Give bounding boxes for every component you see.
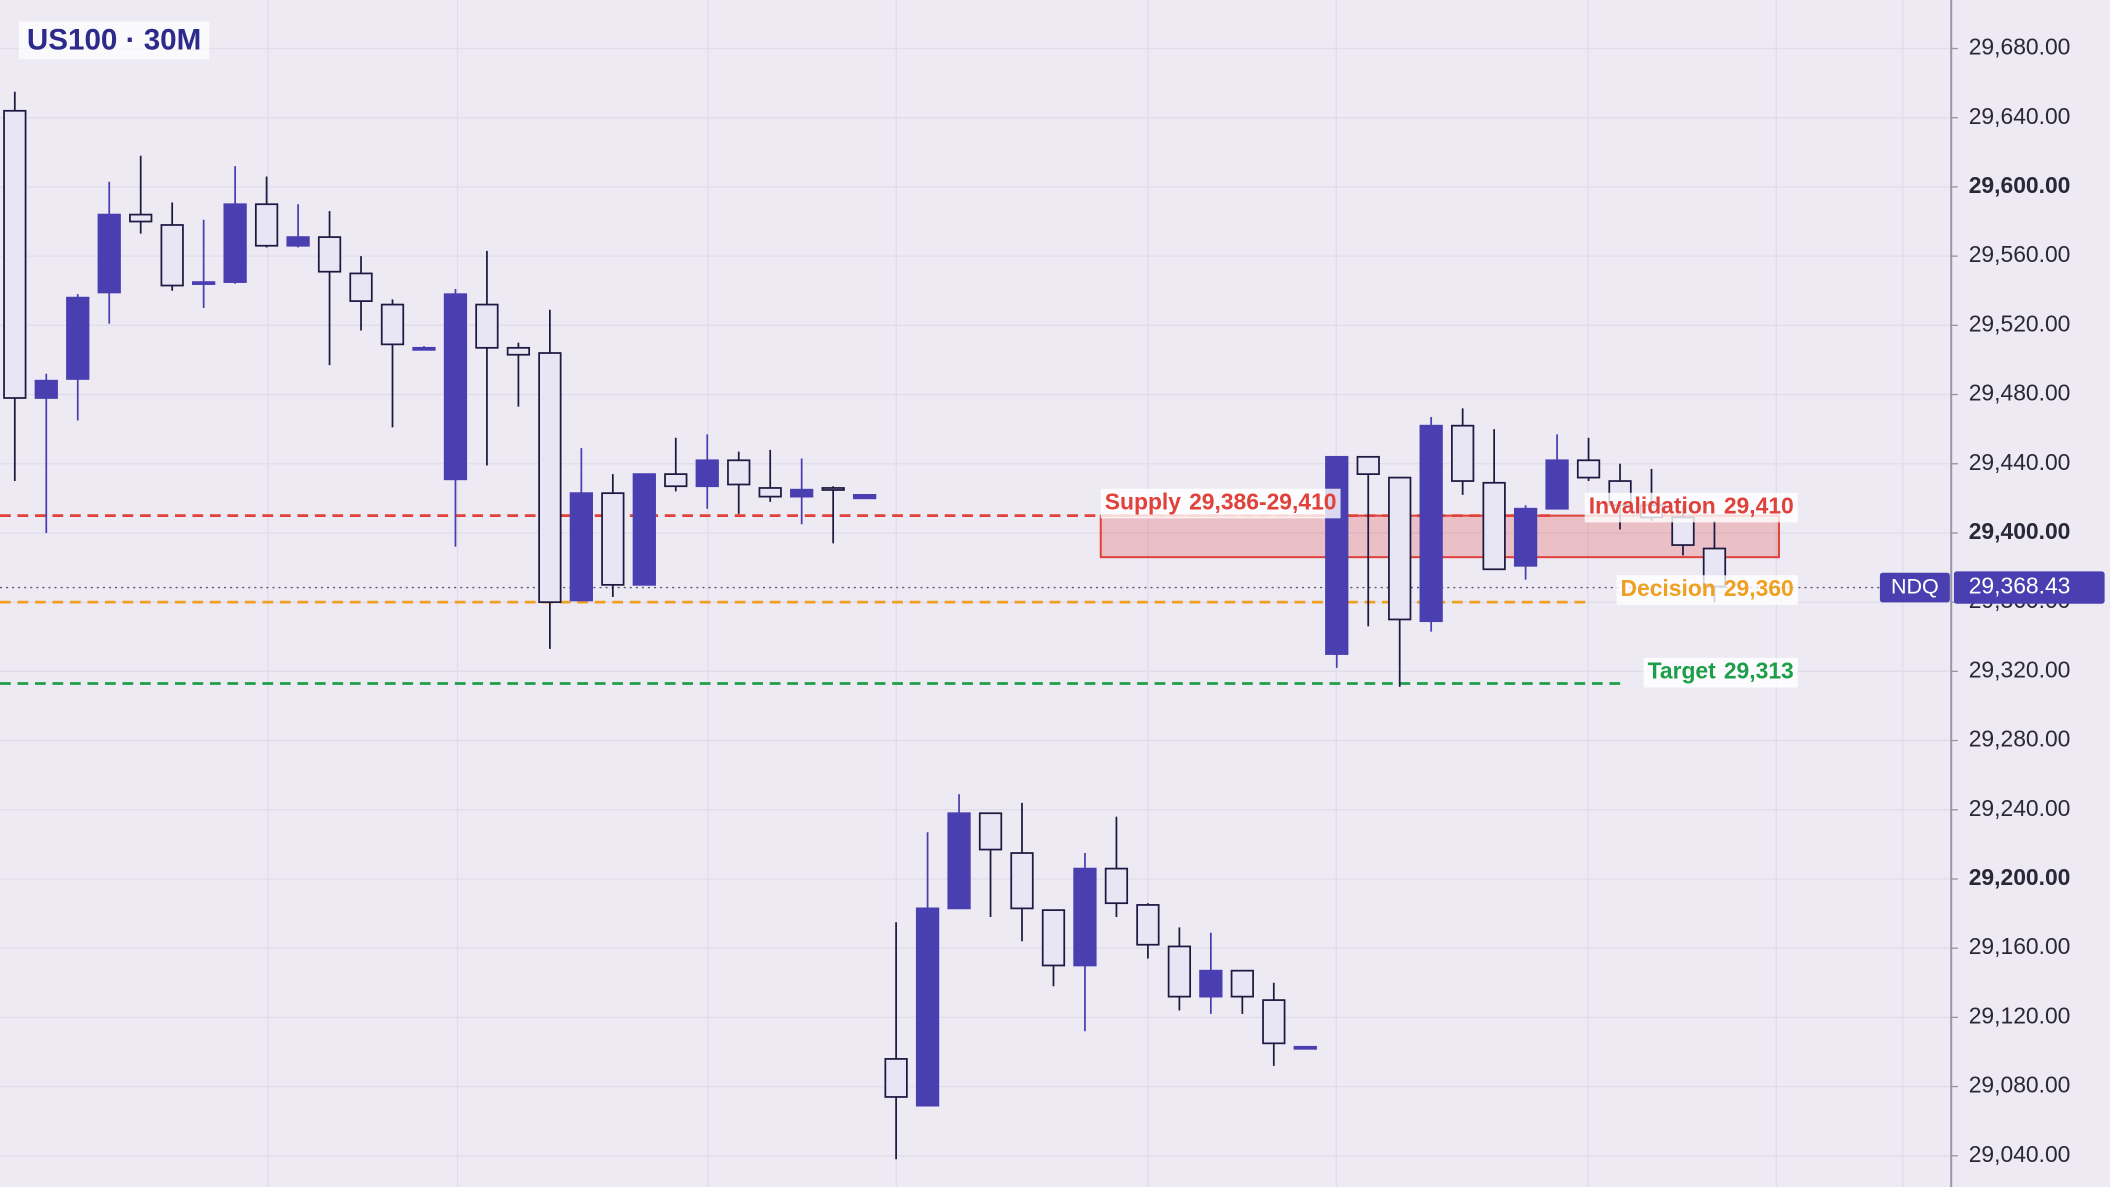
y-tick-label: 29,080.00: [1969, 1072, 2071, 1098]
chart-title: US100 · 30M: [27, 24, 201, 57]
label-background: [1643, 657, 1798, 688]
last-price-tag: NDQ 29,368.43: [1879, 571, 2105, 604]
candle-body: [97, 213, 121, 294]
price-axis: 29,040.00 29,080.00 29,120.00 29,160.00 29,2…: [1879, 34, 2105, 1167]
candle-body: [1262, 999, 1286, 1045]
candle-body: [1230, 969, 1254, 998]
y-tick-label: 29,680.00: [1969, 34, 2071, 60]
y-tick-label: 29,200.00: [1969, 864, 2071, 890]
candle-body: [978, 812, 1003, 851]
candle-body: [286, 236, 310, 247]
candle-body: [3, 109, 27, 399]
candle-body: [380, 303, 405, 346]
label-text: Target: [1648, 658, 1717, 684]
candle-body: [538, 352, 562, 604]
candle-body: [727, 459, 751, 486]
candle-body: [1545, 459, 1569, 510]
candle-body: [569, 492, 593, 602]
candle-body: [884, 1058, 908, 1098]
candle-body: [1325, 455, 1349, 655]
label-text: 29,360: [1724, 575, 1794, 601]
candle-body: [349, 272, 373, 302]
candle-body: [1167, 945, 1192, 998]
symbol-tag-background: [1879, 572, 1950, 603]
title-background: [18, 21, 210, 60]
y-tick-label: 29,440.00: [1969, 449, 2071, 475]
label-text: Invalidation: [1589, 493, 1716, 519]
label-text: Supply: [1105, 489, 1181, 515]
label-background: [1100, 488, 1341, 519]
candle-body: [1482, 481, 1506, 571]
candle-body: [1041, 909, 1066, 967]
candle-body: [1419, 424, 1443, 623]
candle-body: [790, 488, 814, 498]
y-tick-label: 29,240.00: [1969, 795, 2071, 821]
title-group: US100 · 30M: [18, 21, 210, 60]
candle-body: [412, 346, 436, 351]
candle-body: [852, 494, 877, 500]
horizontal-grid: [0, 47, 1952, 1157]
candle-body: [1513, 507, 1538, 567]
candle-body: [160, 224, 184, 287]
level-label: Supply 29,386-29,410: [1100, 488, 1341, 519]
candle-body: [443, 293, 468, 481]
level-label: Target 29,313: [1643, 657, 1798, 688]
candle-body: [1104, 867, 1129, 905]
candle-body: [915, 907, 940, 1107]
candle-body: [34, 379, 58, 399]
y-tick-label: 29,560.00: [1969, 241, 2071, 267]
candle-body: [1293, 1045, 1317, 1050]
candle-body: [129, 213, 153, 223]
candle-body: [1451, 424, 1475, 482]
y-tick-label: 29,480.00: [1969, 380, 2071, 406]
candle-body: [1356, 455, 1380, 475]
y-tick-label: 29,320.00: [1969, 656, 2071, 682]
candle-body: [1388, 476, 1412, 621]
candle-body: [1136, 904, 1160, 946]
candle-body: [506, 346, 531, 356]
label-text: 29,313: [1724, 658, 1794, 684]
label-background: [1616, 575, 1798, 605]
y-tick-label: 29,040.00: [1969, 1141, 2071, 1167]
label-background: [1584, 492, 1798, 523]
candle-body: [821, 487, 845, 491]
candle-body: [475, 303, 499, 349]
candle-body: [192, 281, 216, 285]
y-tick-label: 29,600.00: [1969, 172, 2071, 198]
y-tick-label: 29,280.00: [1969, 726, 2071, 752]
y-tick-label: 29,120.00: [1969, 1002, 2071, 1028]
candle-body: [1576, 459, 1601, 479]
label-text: Decision: [1620, 575, 1715, 601]
candle-body: [947, 812, 971, 910]
candle-body: [1010, 852, 1034, 910]
y-tick-label: 29,640.00: [1969, 103, 2071, 129]
candle-body: [632, 473, 656, 586]
y-tick-label: 29,400.00: [1969, 518, 2071, 544]
candle-body: [1199, 969, 1223, 998]
price-tag: 29,368.43: [1969, 573, 2071, 599]
candle-body: [1073, 867, 1097, 967]
y-tick-label: 29,520.00: [1969, 310, 2071, 336]
y-tick-label: 29,160.00: [1969, 933, 2071, 959]
level-label: Decision 29,360: [1616, 575, 1798, 605]
candle-body: [66, 296, 90, 380]
candle-body: [664, 473, 688, 488]
candle-body: [758, 487, 782, 498]
label-text: 29,410: [1724, 493, 1794, 519]
candle-body: [695, 459, 719, 488]
candles: [3, 91, 1727, 1160]
label-text: 29,386-29,410: [1189, 489, 1336, 515]
level-label: Invalidation 29,410: [1584, 492, 1798, 523]
symbol-tag: NDQ: [1891, 574, 1939, 598]
candle-body: [223, 203, 247, 283]
candle-body: [601, 492, 625, 586]
labels: Supply 29,386-29,410 Invalidation 29,410 Dec…: [1100, 488, 1798, 688]
price-tag-background: [1953, 571, 2105, 604]
candle-body: [317, 236, 342, 273]
candle-body: [254, 203, 279, 247]
